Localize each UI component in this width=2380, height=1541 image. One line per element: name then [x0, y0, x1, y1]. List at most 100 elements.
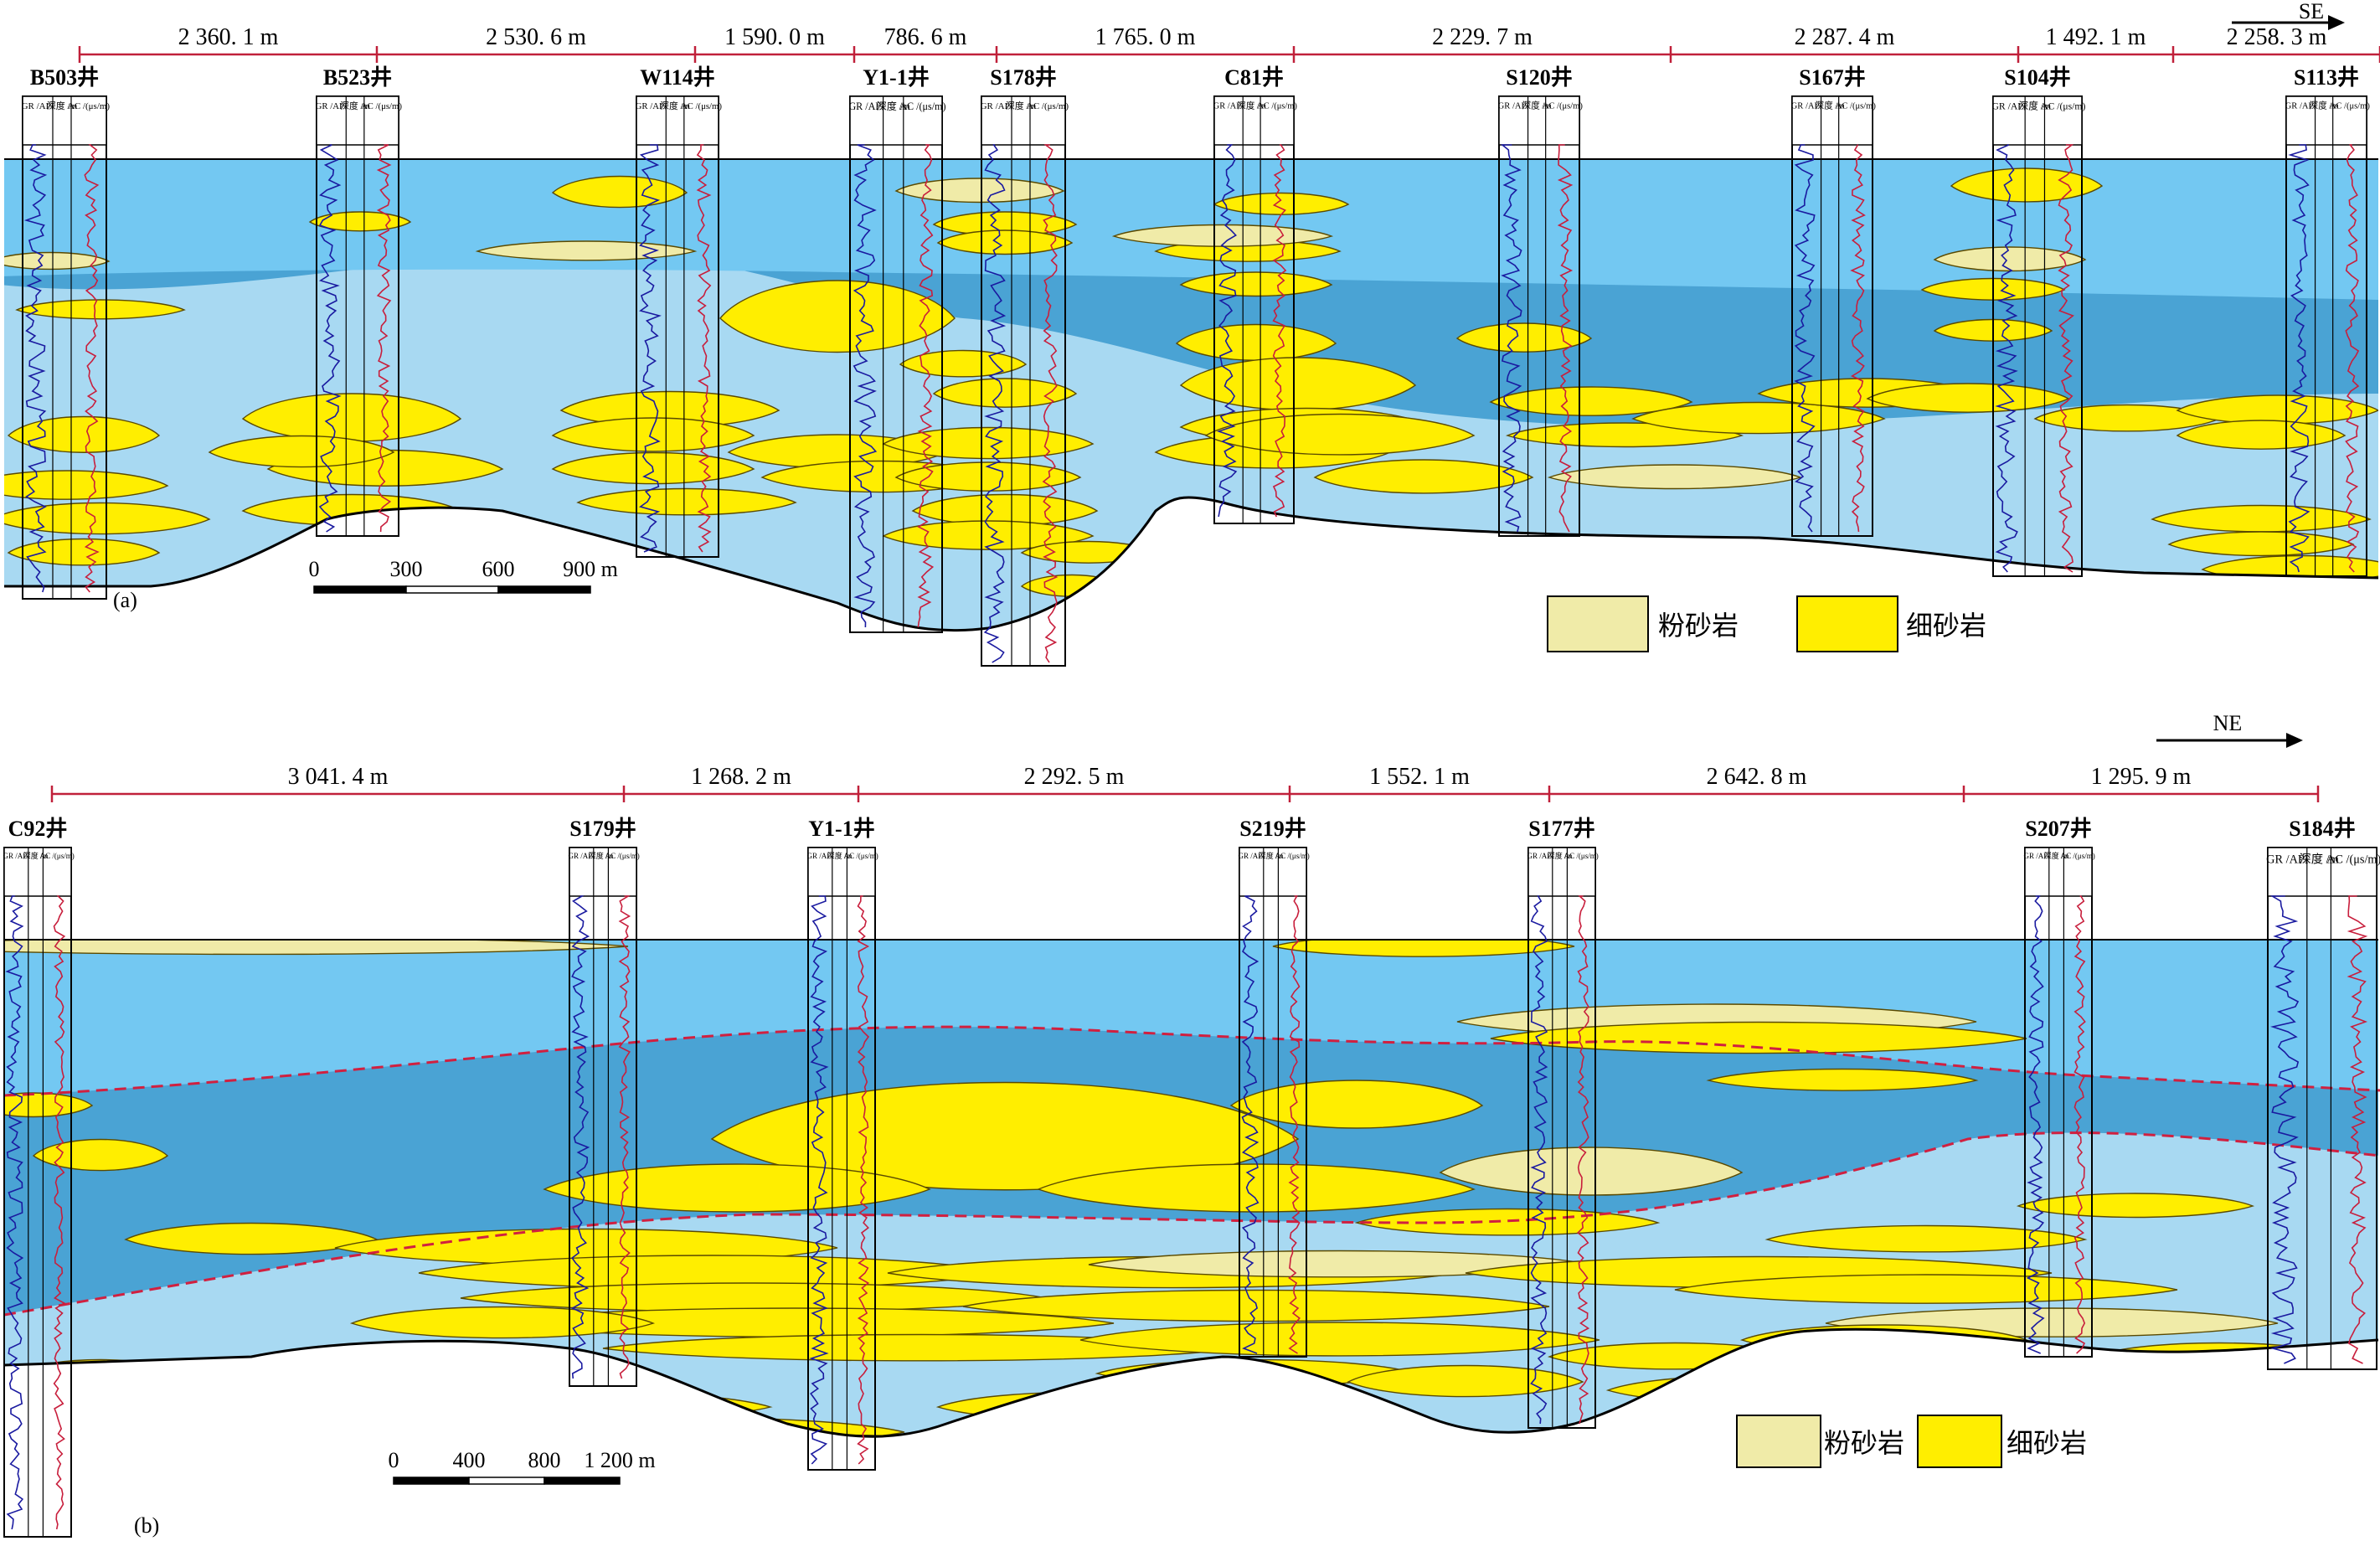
- log-header-label: AC /(μs/m): [1027, 101, 1069, 111]
- log-header-label: GR /API: [981, 101, 1013, 111]
- gr-curve: [1500, 144, 1522, 533]
- fine-sandstone-body: [667, 1434, 1007, 1437]
- siltstone-body: [4, 940, 629, 956]
- fine-sandstone-body: [208, 435, 395, 468]
- scale-tick-label: 600: [482, 557, 515, 581]
- fine-sandstone-body: [1179, 357, 1417, 411]
- log-header-label: GR /API: [848, 100, 884, 112]
- scale-segment: [497, 585, 591, 594]
- scale-tick-label: 800: [528, 1448, 561, 1472]
- fine-sandstone-body: [32, 1399, 169, 1430]
- gr-curve: [23, 144, 48, 593]
- fine-sandstone-body: [1347, 1364, 1584, 1398]
- log-header-label: AC /(μs/m): [1564, 852, 1599, 860]
- gr-curve: [5, 895, 24, 1530]
- log-header-label: GR /API: [3, 852, 30, 860]
- siltstone-body: [1933, 246, 2087, 272]
- gr-curve: [2288, 144, 2310, 573]
- distance-label: 2 360. 1 m: [178, 24, 279, 50]
- gr-curve: [2026, 895, 2045, 1354]
- scale-tick-label: 1 200 m: [584, 1448, 655, 1472]
- log-header-label: 深度 /m: [2019, 100, 2052, 112]
- well-name: C81井: [1224, 65, 1284, 90]
- fine-sandstone-body: [308, 211, 412, 232]
- log-header: [2024, 847, 2093, 897]
- fine-sandstone-body: [899, 349, 1028, 378]
- log-header-label: 深度 /m: [1522, 100, 1553, 111]
- log-header: [1498, 95, 1580, 146]
- log-header: [569, 847, 637, 897]
- scale-bar-b: 0 400 800 1 200 m: [389, 1448, 656, 1485]
- distance-label: 2 642. 8 m: [1707, 764, 1807, 790]
- log-header: [1992, 95, 2083, 146]
- scale-segment: [405, 585, 499, 594]
- gr-curve: [2269, 895, 2300, 1364]
- well-name: Y1-1井: [808, 817, 874, 841]
- fine-sandstone-body: [551, 175, 688, 209]
- panel-label-b: (b): [134, 1513, 159, 1538]
- log-header-label: 深度 /m: [1259, 851, 1284, 860]
- gr-curve: [853, 144, 878, 628]
- distance-label: 1 268. 2 m: [691, 764, 791, 790]
- log-header-label: 深度 /m: [340, 100, 370, 111]
- log-header-label: 深度 /m: [2299, 852, 2338, 866]
- fine-sandstone-body: [1674, 1274, 2178, 1304]
- log-header: [981, 95, 1066, 146]
- log-header: [3, 847, 72, 897]
- log-header-label: 深度 /m: [1548, 851, 1573, 860]
- ac-curve: [1288, 895, 1301, 1354]
- log-header: [22, 95, 107, 146]
- well-name: S207井: [2025, 817, 2091, 841]
- gr-curve: [1241, 895, 1260, 1354]
- scale-segment: [543, 1477, 621, 1485]
- log-header-label: 深度 /m: [660, 100, 690, 111]
- distance-label: 1 590. 0 m: [724, 24, 825, 50]
- log-header: [636, 95, 719, 146]
- log-header-label: 深度 /m: [47, 100, 78, 111]
- log-header-label: 深度 /m: [589, 851, 614, 860]
- log-header-label: GR /API: [2266, 853, 2309, 866]
- upper-boundary-dash: [3, 1025, 2380, 1097]
- ac-curve: [618, 895, 631, 1379]
- legend-siltstone-swatch: [1736, 1415, 1821, 1468]
- log-header-label: 深度 /m: [1006, 100, 1037, 111]
- ac-curve: [376, 144, 392, 533]
- ac-curve: [1577, 895, 1590, 1425]
- log-header-label: AC /(μs/m): [681, 101, 723, 111]
- ac-curve: [2345, 144, 2360, 573]
- well-name: S104井: [2004, 65, 2070, 90]
- gr-curve: [570, 895, 590, 1379]
- log-header-label: 深度 /m: [877, 100, 911, 112]
- gr-curve: [1794, 144, 1816, 533]
- log-header-label: AC /(μs/m): [1543, 102, 1584, 111]
- lower-boundary-dash: [3, 1131, 2380, 1317]
- log-header: [1527, 847, 1596, 897]
- log-header-label: GR /API: [1239, 852, 1265, 860]
- sand-bodies-b: [4, 940, 2347, 1437]
- ac-curve: [696, 144, 712, 553]
- distance-bar-a: 2 360. 1 m 2 530. 6 m 1 590. 0 m 786. 6 m 1 …: [78, 24, 2380, 63]
- scale-tick-label: 400: [453, 1448, 486, 1472]
- well-name: S120井: [1506, 65, 1572, 90]
- distance-label: 2 258. 3 m: [2227, 24, 2327, 50]
- fine-sandstone-body: [576, 487, 797, 516]
- well-name: S179井: [569, 817, 636, 841]
- ac-curve: [84, 144, 100, 593]
- log-header: [316, 95, 399, 146]
- ac-curve: [2073, 895, 2086, 1354]
- distance-label: 1 492. 1 m: [2046, 24, 2146, 50]
- strata-a: [4, 159, 2378, 631]
- fine-sandstone-body: [932, 378, 1078, 408]
- fine-sandstone-body: [15, 299, 186, 320]
- direction-label: NE: [2213, 711, 2243, 735]
- ac-curve: [2347, 895, 2368, 1364]
- well-name: S113井: [2294, 65, 2359, 90]
- direction-label: SE: [2299, 0, 2324, 23]
